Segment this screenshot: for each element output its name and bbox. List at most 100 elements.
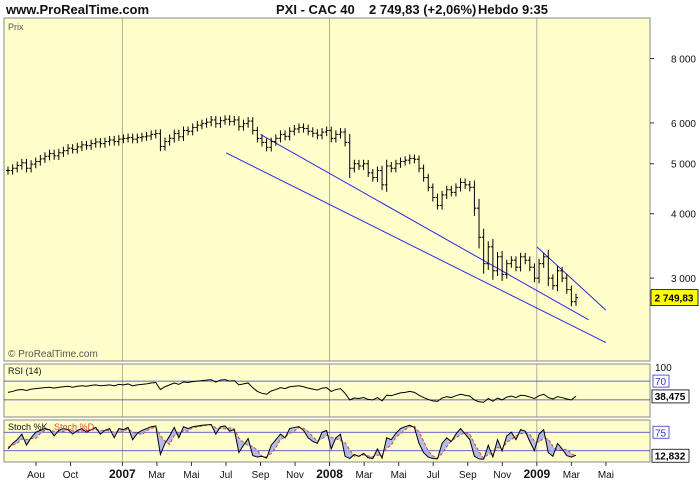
price-bar-86	[403, 156, 408, 166]
price-bar-90	[421, 164, 426, 182]
price-bar-72	[338, 128, 343, 139]
price-bar-11	[56, 148, 61, 160]
last-price-box	[650, 289, 699, 307]
price-bar-96	[449, 185, 454, 197]
price-bar-82	[384, 159, 389, 192]
rsi-level-box	[652, 374, 670, 388]
price-bar-47	[223, 115, 228, 125]
price-bar-123	[574, 293, 578, 306]
stoch-d-line	[7, 424, 577, 459]
price-bar-52	[246, 117, 251, 128]
price-bar-89	[416, 155, 421, 173]
price-bar-37	[176, 129, 181, 141]
price-bar-40	[190, 123, 195, 136]
last-price-label: 2 749,83	[655, 294, 694, 305]
price-bar-106	[495, 252, 500, 276]
price-bar-18	[89, 139, 94, 150]
stoch-level-box	[652, 425, 670, 439]
stoch-tick-label-0: 75	[655, 428, 667, 439]
price-bar-80	[375, 166, 380, 182]
price-bar-13	[66, 144, 71, 155]
price-bar-20	[98, 138, 103, 148]
price-bar-119	[555, 265, 560, 292]
price-bar-91	[426, 173, 431, 192]
stoch-title: Stoch %K Stoch %D	[8, 422, 95, 432]
price-bar-105	[490, 239, 495, 280]
price-bar-42	[199, 119, 204, 130]
price-bar-54	[255, 126, 260, 143]
price-bar-14	[70, 144, 75, 154]
rsi-last-box	[651, 389, 690, 404]
chart-header: www.ProRealTime.com PXI - CAC 40 2 749,8…	[0, 0, 700, 18]
price-bars	[6, 115, 578, 307]
price-bar-113	[527, 256, 532, 272]
site-name[interactable]: www.ProRealTime.com	[6, 2, 150, 17]
price-bar-30	[144, 131, 149, 141]
price-bar-68	[320, 128, 325, 140]
price-bar-51	[241, 119, 246, 131]
stoch-axis: 75 12,832	[651, 425, 690, 463]
price-bar-44	[209, 115, 214, 127]
rsi-title: RSI (14)	[8, 366, 42, 376]
quote-value: 2 749,83 (+2,06%)	[369, 2, 477, 17]
price-bar-95	[444, 185, 449, 200]
price-bar-81	[380, 165, 385, 191]
price-bar-25	[121, 134, 126, 144]
time-axis: Aou Oct 2007 Mar Mai Jul Sep Nov 2008 Mar Mai Jul Se…	[27, 462, 614, 481]
price-bar-64	[301, 123, 306, 133]
price-panel-title: Prix	[8, 22, 24, 32]
price-bar-7	[38, 154, 43, 166]
price-bar-111	[518, 252, 523, 272]
time-label-0: Aou	[27, 470, 45, 481]
trendline-0	[225, 152, 607, 343]
price-bar-63	[296, 123, 301, 134]
price-tick-label-3: 4 000	[671, 210, 696, 221]
price-bar-9	[47, 149, 52, 161]
time-label-14: 2009	[523, 467, 550, 481]
price-bar-118	[550, 274, 555, 290]
price-bar-16	[79, 140, 84, 152]
price-bar-83	[389, 162, 394, 173]
price-bar-49	[232, 115, 237, 126]
price-bar-19	[93, 137, 98, 148]
price-bar-5	[29, 160, 34, 173]
trendline-1	[260, 133, 589, 321]
price-bar-38	[181, 126, 186, 141]
instrument-name: PXI - CAC 40	[276, 2, 355, 17]
watermark: © ProRealTime.com	[8, 349, 98, 360]
price-bar-61	[287, 127, 292, 141]
price-bar-74	[347, 134, 352, 179]
time-label-15: Mar	[563, 470, 581, 481]
price-bar-32	[153, 129, 158, 139]
price-bar-57	[269, 137, 274, 152]
price-bar-121	[564, 274, 569, 294]
price-bar-88	[412, 154, 417, 164]
price-bar-73	[343, 128, 348, 147]
price-bar-110	[513, 256, 518, 272]
price-bar-69	[324, 126, 329, 137]
price-bar-120	[560, 266, 565, 283]
rsi-grid	[4, 364, 650, 417]
price-bar-109	[509, 256, 514, 268]
price-bar-78	[366, 159, 371, 177]
price-bar-8	[42, 152, 47, 163]
stoch-d-title: Stoch %D	[54, 422, 95, 432]
price-bar-71	[333, 130, 338, 143]
price-bar-1	[10, 164, 15, 175]
price-bar-41	[195, 121, 200, 132]
time-label-3: Mar	[148, 470, 166, 481]
price-bar-65	[306, 124, 311, 136]
price-bar-29	[139, 132, 144, 142]
price-tick-label-4: 3 000	[671, 274, 696, 285]
time-label: 9:35	[522, 2, 549, 17]
price-bar-10	[52, 149, 57, 160]
stoch-k-title: Stoch %K	[8, 422, 48, 432]
rsi-last-label: 38,475	[655, 392, 686, 403]
time-label-5: Jul	[220, 470, 233, 481]
price-bar-53	[250, 117, 255, 135]
price-tick-label-2: 5 000	[671, 160, 696, 171]
price-bar-17	[84, 140, 89, 150]
period-label: Hebdo	[478, 2, 519, 17]
price-bar-76	[356, 159, 361, 171]
